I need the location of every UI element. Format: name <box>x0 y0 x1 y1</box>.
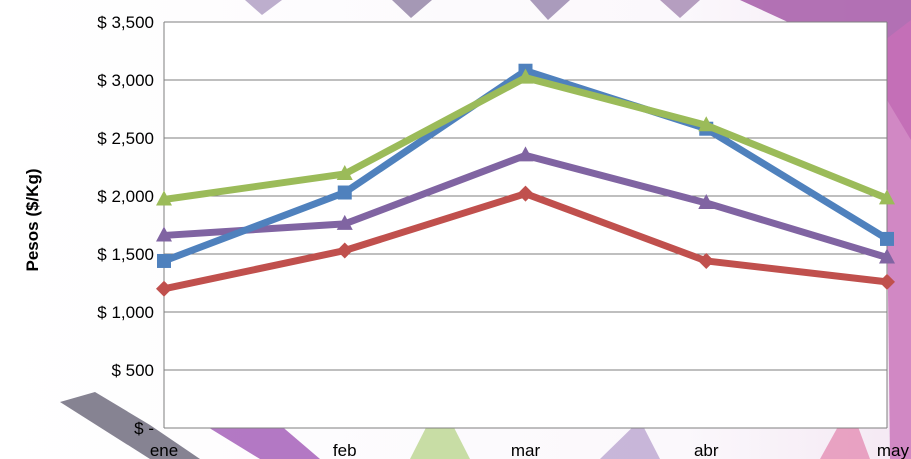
data-point <box>156 280 172 297</box>
data-point <box>698 252 715 269</box>
data-point <box>336 214 353 230</box>
data-point <box>879 273 895 290</box>
data-point <box>336 242 353 259</box>
y-tick-label: $ 2,500 <box>97 129 154 148</box>
x-tick-label: mar <box>511 441 541 459</box>
y-tick-label: $ 1,500 <box>97 245 154 264</box>
data-point <box>517 146 534 162</box>
y-tick-label: $ 2,000 <box>97 187 154 206</box>
x-tick-label: ene <box>150 441 178 459</box>
data-point <box>336 164 353 180</box>
x-tick-label: may <box>877 441 910 459</box>
y-tick-label: $ 1,000 <box>97 303 154 322</box>
y-tick-label: $ 500 <box>111 361 154 380</box>
data-point <box>337 185 352 200</box>
data-point <box>879 248 895 264</box>
y-tick-label: $ 3,500 <box>97 13 154 32</box>
x-tick-label: feb <box>333 441 357 459</box>
series-1 <box>156 185 895 297</box>
data-point <box>517 68 534 84</box>
y-tick-label: $ - <box>134 419 154 438</box>
data-point <box>156 190 172 206</box>
data-point <box>517 185 534 202</box>
y-axis-title: Pesos ($/Kg) <box>23 169 42 272</box>
data-point <box>698 116 715 132</box>
data-point <box>698 193 715 209</box>
series-lines <box>156 63 895 297</box>
x-axis-tick-labels: ene feb mar abr may <box>150 441 910 459</box>
series-3 <box>156 146 895 264</box>
data-point <box>880 231 894 246</box>
data-point <box>156 226 172 242</box>
series-2 <box>156 68 895 206</box>
data-point <box>879 189 895 205</box>
y-tick-label: $ 3,000 <box>97 71 154 90</box>
data-point <box>157 253 171 268</box>
x-tick-label: abr <box>694 441 719 459</box>
y-axis-tick-labels: $ - $ 500 $ 1,000 $ 1,500 $ 2,000 $ 2,500 $ 3,… <box>97 13 154 438</box>
